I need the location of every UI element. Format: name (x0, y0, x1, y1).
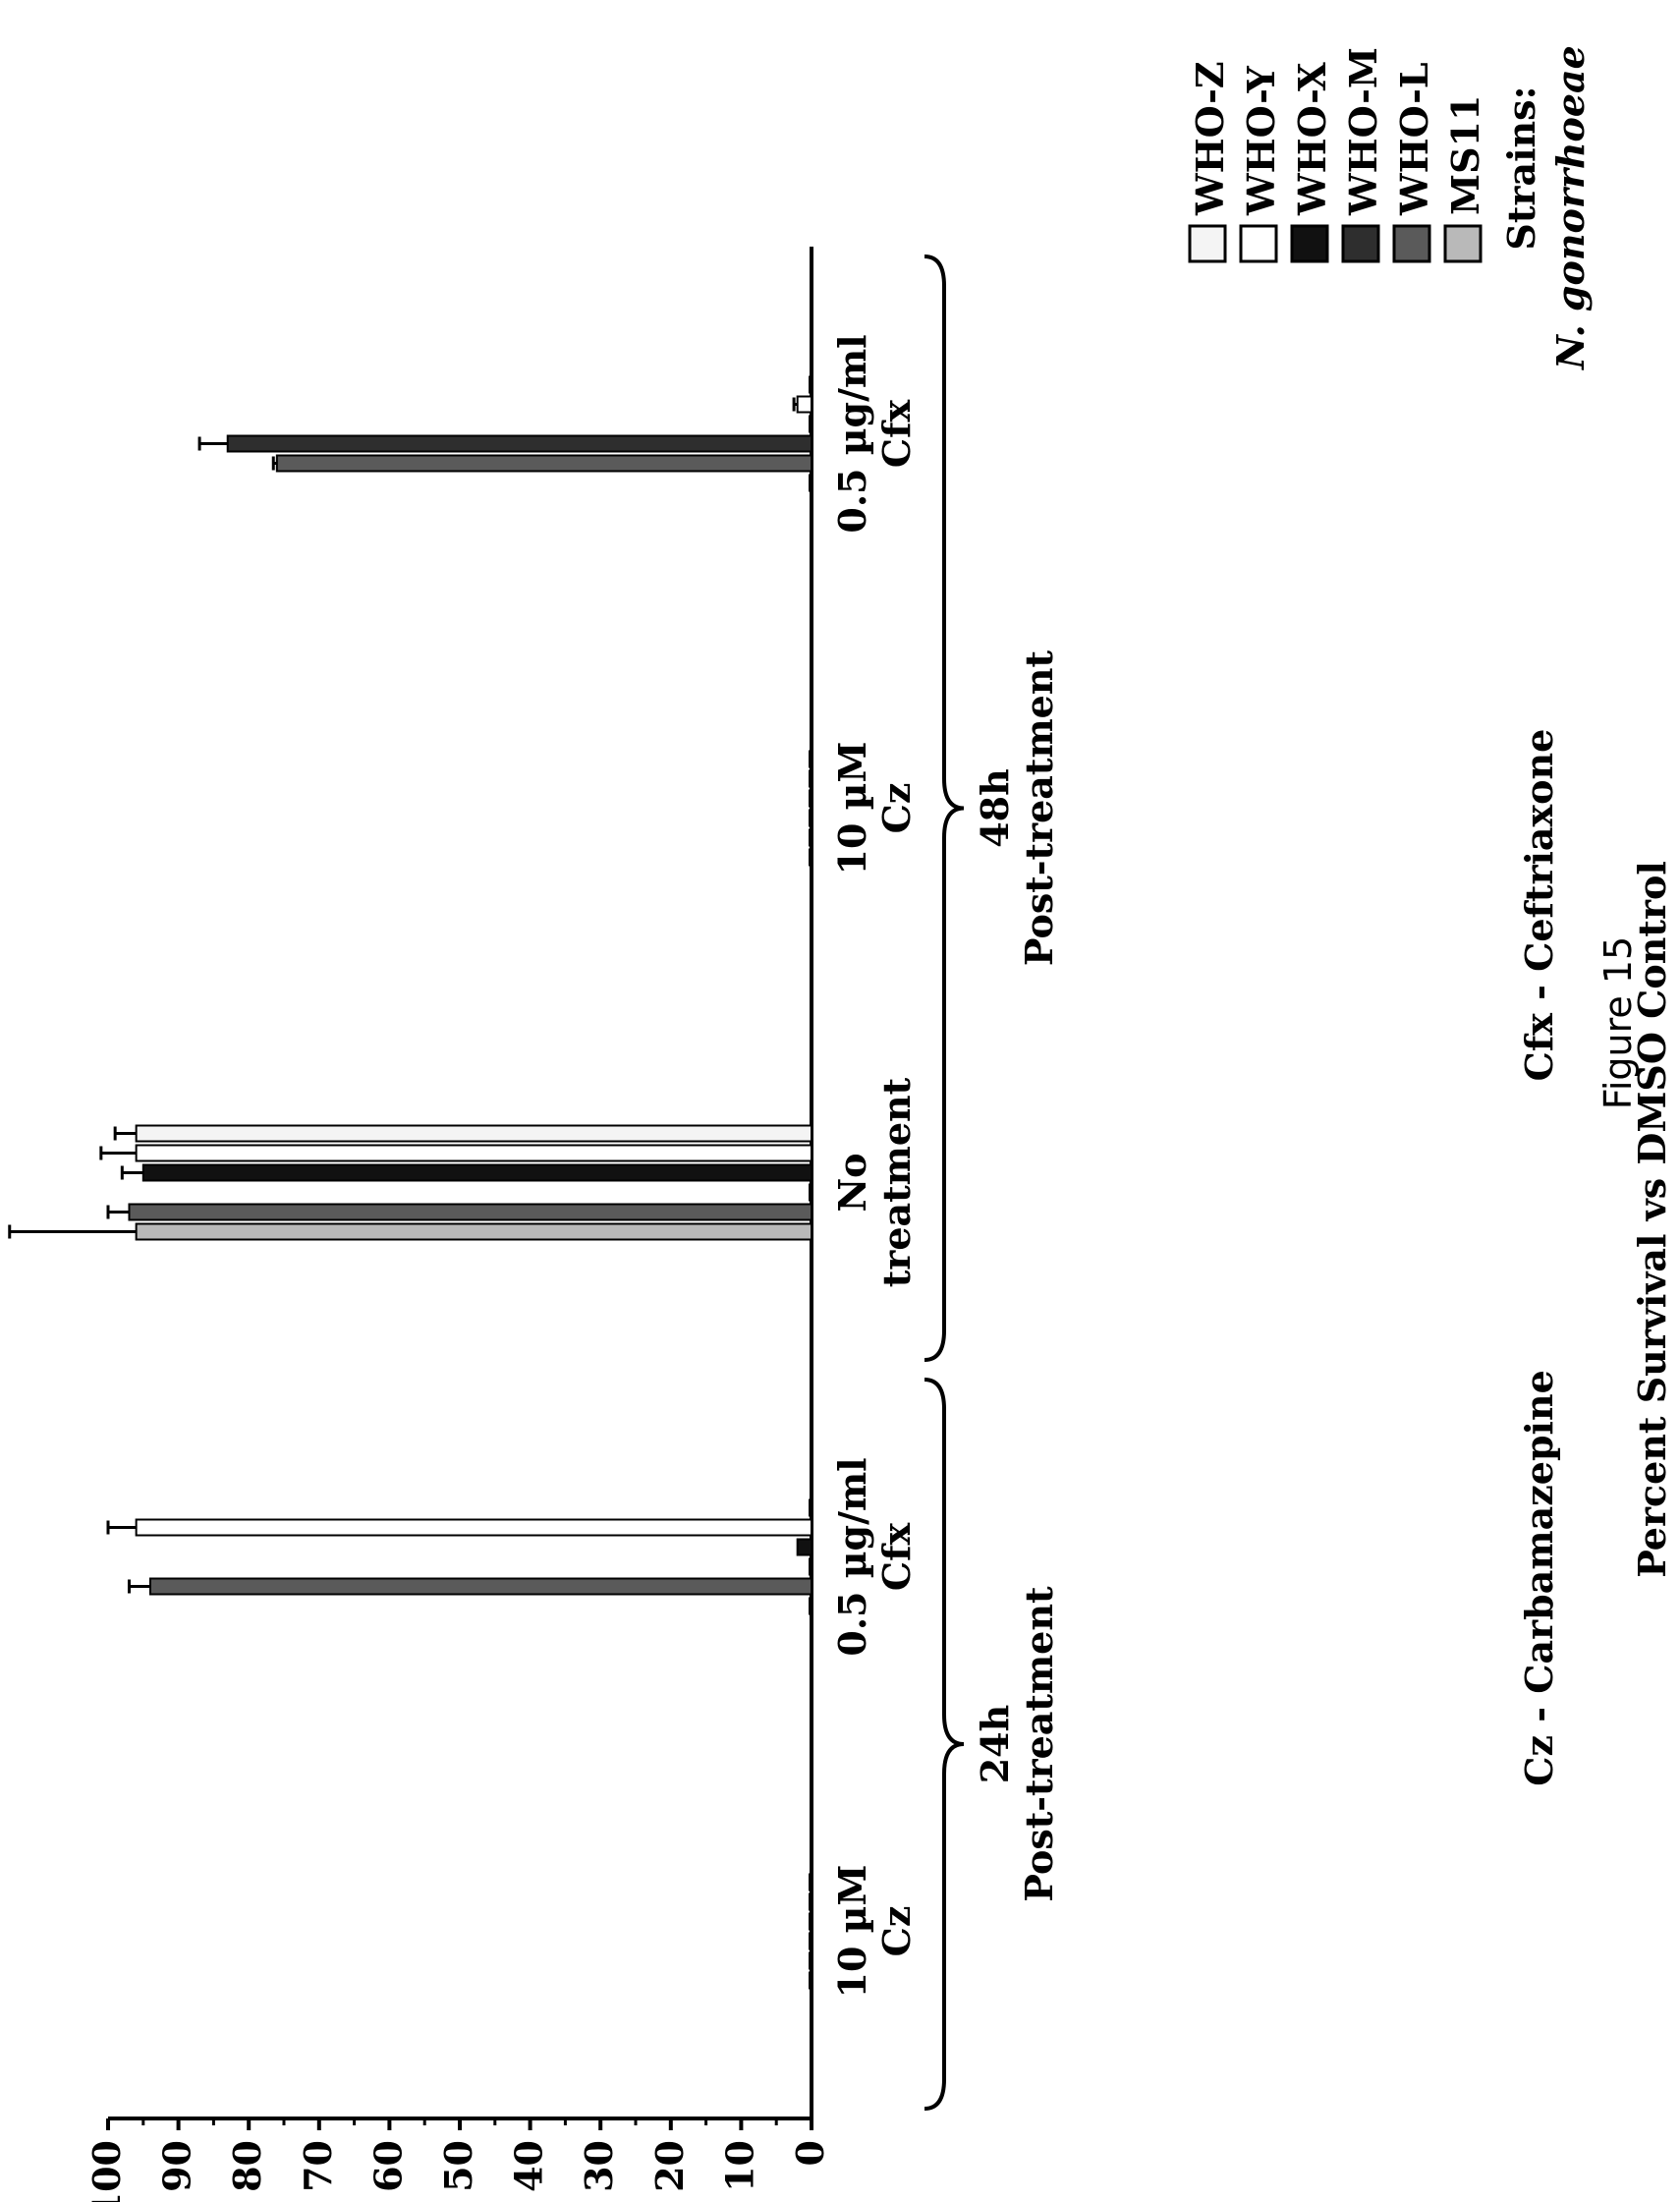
y-tick-label: 40 (507, 2140, 551, 2192)
category-label-line1: 0.5 µg/ml (830, 334, 874, 533)
category-label-line2: Cfx (874, 400, 919, 469)
bar-who-y (135, 1144, 812, 1162)
y-tick-label: 30 (577, 2140, 621, 2192)
bar-ms11 (809, 474, 812, 492)
bar-who-z (809, 1498, 812, 1517)
legend-label-who-z: WHO-Z (1188, 61, 1232, 216)
y-tick-label: 20 (647, 2140, 692, 2192)
legend-label-who-x: WHO-X (1290, 62, 1334, 216)
y-axis-label: Percent Survival vs DMSO Control (1630, 861, 1674, 1578)
bar-who-z (135, 1124, 812, 1143)
y-tick-label: 100 (84, 2140, 129, 2202)
footnote-carbamazepine: Cz - Carbamazepine (1517, 1370, 1561, 1786)
figure-caption: Figure 15 (1596, 936, 1640, 1109)
category-label-line2: Cfx (874, 1523, 919, 1592)
footnote-ceftriaxone: Cfx - Ceftriaxone (1517, 729, 1561, 1082)
group-label-line1: 48h (973, 768, 1017, 848)
y-tick-label: 70 (296, 2140, 340, 2192)
legend-title-strains: Strains: (1499, 85, 1543, 250)
bar-who-m (226, 434, 813, 453)
bar-who-y (796, 395, 812, 414)
category-label-line1: No (830, 1153, 874, 1212)
bar-who-z (809, 1873, 812, 1891)
bar-who-x (809, 789, 812, 808)
y-tick-label: 80 (225, 2140, 269, 2192)
bar-who-z (809, 375, 812, 394)
group-brace (924, 254, 965, 1362)
legend-swatch-who-z (1188, 224, 1227, 263)
legend: N. gonorrhoeae Strains: MS11WHO-LWHO-MWH… (1188, 45, 1593, 370)
y-tick-label: 60 (365, 2140, 410, 2192)
bar-who-m (809, 1932, 812, 1950)
bar-who-l (275, 454, 812, 473)
legend-swatch-who-x (1290, 224, 1329, 263)
category-label-line2: Cz (874, 1906, 919, 1957)
legend-label-ms11: MS11 (1443, 95, 1487, 215)
legend-label-who-l: WHO-L (1392, 62, 1436, 216)
bar-who-x (141, 1163, 813, 1182)
bar-who-y (809, 1892, 812, 1911)
bar-who-z (809, 750, 812, 768)
y-ticks: 0 10 20 30 40 50 60 70 80 90 100 (84, 2118, 832, 2202)
bar-ms11 (809, 1971, 812, 1990)
legend-swatch-who-y (1239, 224, 1278, 263)
axes (108, 247, 813, 2120)
y-tick-label: 10 (717, 2140, 761, 2192)
legend-swatch-who-l (1392, 224, 1431, 263)
group-label-line1: 24h (973, 1705, 1017, 1784)
legend-label-who-m: WHO-M (1341, 47, 1385, 216)
bar-who-l (809, 828, 812, 847)
bars (8, 375, 813, 1990)
group-label-line2: Post-treatment (1017, 1586, 1061, 1902)
bar-ms11 (135, 1222, 812, 1241)
legend-title-species: N. gonorrhoeae (1548, 45, 1593, 370)
bar-ms11 (809, 848, 812, 867)
bar-who-x (809, 415, 812, 433)
legend-label-who-y: WHO-Y (1239, 65, 1283, 216)
legend-swatch-who-m (1341, 224, 1380, 263)
bar-who-m (809, 1557, 812, 1576)
group-label-line2: Post-treatment (1017, 650, 1061, 967)
bar-who-m (809, 809, 812, 827)
group-brace (924, 1378, 965, 2111)
y-tick-label: 50 (436, 2140, 480, 2192)
category-label-line1: 10 µM (830, 1865, 874, 1999)
legend-swatch-ms11 (1443, 224, 1483, 263)
bar-who-y (135, 1518, 812, 1537)
category-label-line1: 0.5 µg/ml (830, 1457, 874, 1656)
bar-who-y (809, 769, 812, 788)
bar-who-x (809, 1912, 812, 1931)
y-tick-label: 90 (155, 2140, 199, 2192)
bar-ms11 (809, 1597, 812, 1615)
category-label-line2: Cz (874, 783, 919, 834)
bar-who-l (809, 1951, 812, 1970)
category-label-line1: 10 µM (830, 742, 874, 875)
bar-who-x (796, 1538, 812, 1556)
bar-who-l (148, 1577, 812, 1596)
category-label-line2: treatment (874, 1077, 919, 1287)
y-tick-label: 0 (788, 2140, 832, 2166)
bar-who-l (128, 1203, 813, 1221)
bar-who-m (809, 1183, 812, 1202)
